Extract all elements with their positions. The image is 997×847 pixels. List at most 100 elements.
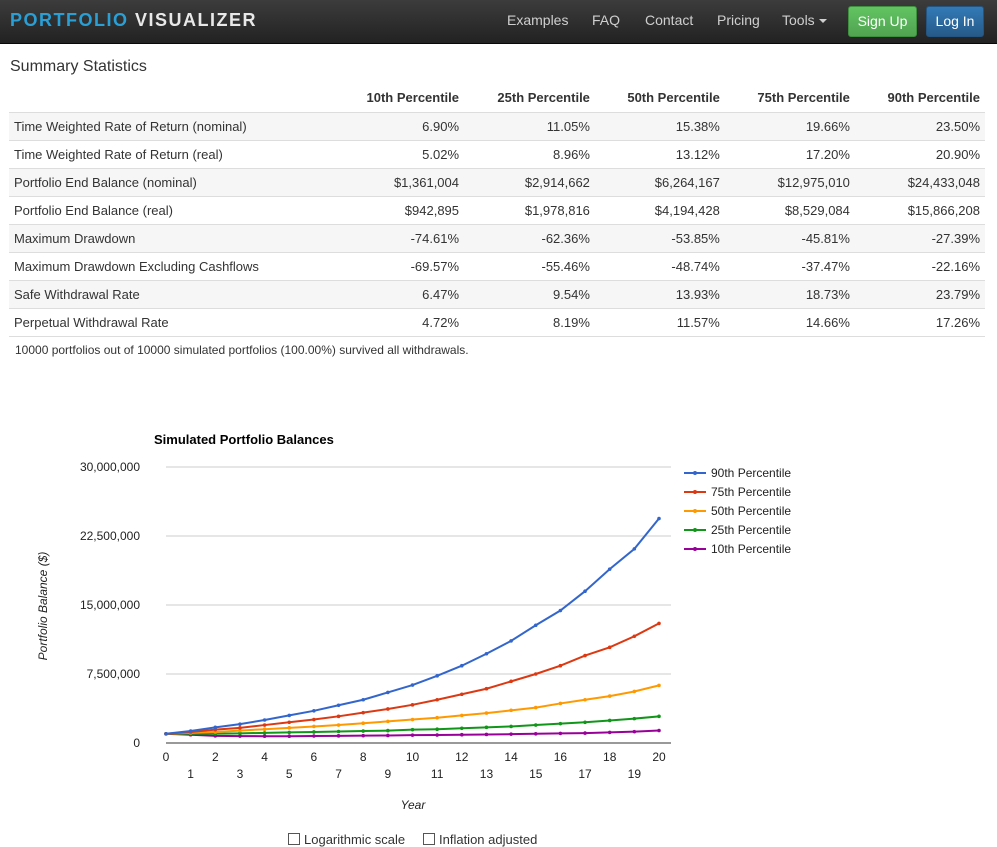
x-tick-label: 12 [455, 750, 469, 764]
data-point [460, 732, 464, 737]
data-point [312, 730, 316, 734]
cell: 9.54% [464, 279, 595, 308]
cell: -37.47% [724, 251, 855, 280]
y-axis-label: Portfolio Balance ($) [36, 552, 50, 661]
data-point [657, 516, 661, 521]
log-scale-checkbox[interactable] [288, 833, 300, 845]
balance-chart: Simulated Portfolio Balances Portfolio B… [36, 432, 791, 812]
data-point [238, 731, 242, 736]
cell: $1,361,004 [334, 167, 465, 196]
legend-label: 75th Percentile [711, 485, 791, 499]
sign-up-button[interactable]: Sign Up [848, 6, 917, 37]
row-label: Safe Withdrawal Rate [9, 279, 335, 308]
col-header: 50th Percentile [627, 90, 720, 106]
table-row: Time Weighted Rate of Return (nominal) 6… [9, 111, 985, 140]
row-label: Maximum Drawdown Excluding Cashflows [9, 251, 335, 280]
x-tick-label: 10 [406, 750, 420, 764]
x-tick-label: 16 [554, 750, 568, 764]
data-point [632, 634, 637, 639]
cell: $12,975,010 [724, 167, 855, 196]
nav-link-pricing[interactable]: Pricing [717, 12, 760, 28]
data-point [632, 547, 637, 551]
legend-label: 50th Percentile [711, 504, 791, 518]
chart-legend: 90th Percentile 75th Percentile 50th Perce… [684, 466, 791, 556]
data-point [287, 713, 292, 718]
x-tick-label: 18 [603, 750, 617, 764]
cell: -69.57% [334, 251, 465, 280]
data-point [558, 721, 563, 726]
data-point [262, 718, 267, 722]
cell: 13.12% [594, 139, 725, 168]
x-tick-label: 11 [431, 767, 444, 781]
table-row: Maximum Drawdown -74.61% -62.36% -53.85%… [9, 223, 985, 252]
cell: 4.72% [334, 307, 465, 337]
cell: 15.38% [594, 111, 725, 140]
log-scale-label: Logarithmic scale [304, 832, 406, 847]
data-point [632, 729, 637, 734]
legend-label: 10th Percentile [711, 542, 791, 556]
data-point [533, 723, 538, 727]
summary-title: Summary Statistics [10, 58, 147, 75]
data-point [361, 733, 366, 738]
row-label: Perpetual Withdrawal Rate [9, 307, 335, 337]
row-label: Time Weighted Rate of Return (nominal) [9, 111, 335, 140]
x-tick-label: 5 [286, 767, 293, 781]
data-point [386, 733, 390, 738]
x-tick-label: 3 [237, 767, 244, 781]
nav-link-examples[interactable]: Examples [507, 12, 569, 28]
data-point [386, 719, 390, 724]
data-point [410, 717, 415, 722]
cell: 17.26% [854, 307, 985, 337]
brand-logo[interactable]: PORTFOLIO VISUALIZER [10, 10, 257, 31]
data-point [484, 732, 489, 737]
cell: $4,194,428 [594, 195, 725, 224]
x-tick-label: 1 [187, 767, 194, 781]
cell: 6.90% [334, 111, 465, 140]
data-point [435, 733, 439, 737]
cell: 19.66% [724, 111, 855, 140]
cell: $1,978,816 [464, 195, 595, 224]
inflation-option[interactable]: Inflation adjusted [423, 832, 537, 847]
nav-tools-dropdown[interactable]: Tools [782, 12, 827, 28]
row-label: Portfolio End Balance (nominal) [9, 167, 335, 196]
log-scale-option[interactable]: Logarithmic scale [288, 832, 405, 847]
data-point [262, 723, 267, 727]
cell: 11.05% [464, 111, 595, 140]
data-point [583, 720, 587, 725]
data-point [361, 710, 366, 715]
data-point [460, 726, 464, 731]
data-point [558, 608, 563, 613]
grid-lines [166, 466, 671, 744]
inflation-checkbox[interactable] [423, 833, 435, 845]
col-header: 90th Percentile [887, 90, 981, 106]
data-point [460, 663, 464, 668]
data-point [164, 732, 168, 736]
data-point [238, 726, 242, 730]
log-in-button[interactable]: Log In [926, 6, 984, 37]
table-row: Portfolio End Balance (real) $942,895 $1… [9, 195, 985, 224]
legend-marker [693, 490, 697, 494]
row-label: Portfolio End Balance (real) [9, 195, 335, 224]
series-line [165, 622, 660, 735]
data-point [262, 734, 267, 738]
nav-link-faq[interactable]: FAQ [592, 12, 621, 28]
cell: -48.74% [594, 251, 725, 280]
cell: $15,866,208 [854, 195, 985, 224]
y-tick-label: 30,000,000 [80, 460, 140, 474]
data-point [312, 717, 316, 722]
header-empty [9, 84, 334, 112]
nav-tools-label: Tools [782, 12, 815, 28]
x-tick-label: 14 [504, 750, 518, 764]
table-row: Safe Withdrawal Rate 6.47% 9.54% 13.93% … [9, 279, 985, 308]
x-tick-label: 15 [529, 767, 543, 781]
data-point [484, 686, 489, 691]
nav-link-contact[interactable]: Contact [645, 12, 694, 28]
data-point [509, 732, 513, 736]
cell: -55.46% [464, 251, 595, 280]
legend-label: 90th Percentile [711, 466, 791, 480]
data-point [410, 703, 415, 707]
data-point [435, 715, 439, 720]
data-point [509, 679, 513, 684]
table-row: Perpetual Withdrawal Rate 4.72% 8.19% 11… [9, 307, 985, 337]
data-point [287, 726, 292, 730]
